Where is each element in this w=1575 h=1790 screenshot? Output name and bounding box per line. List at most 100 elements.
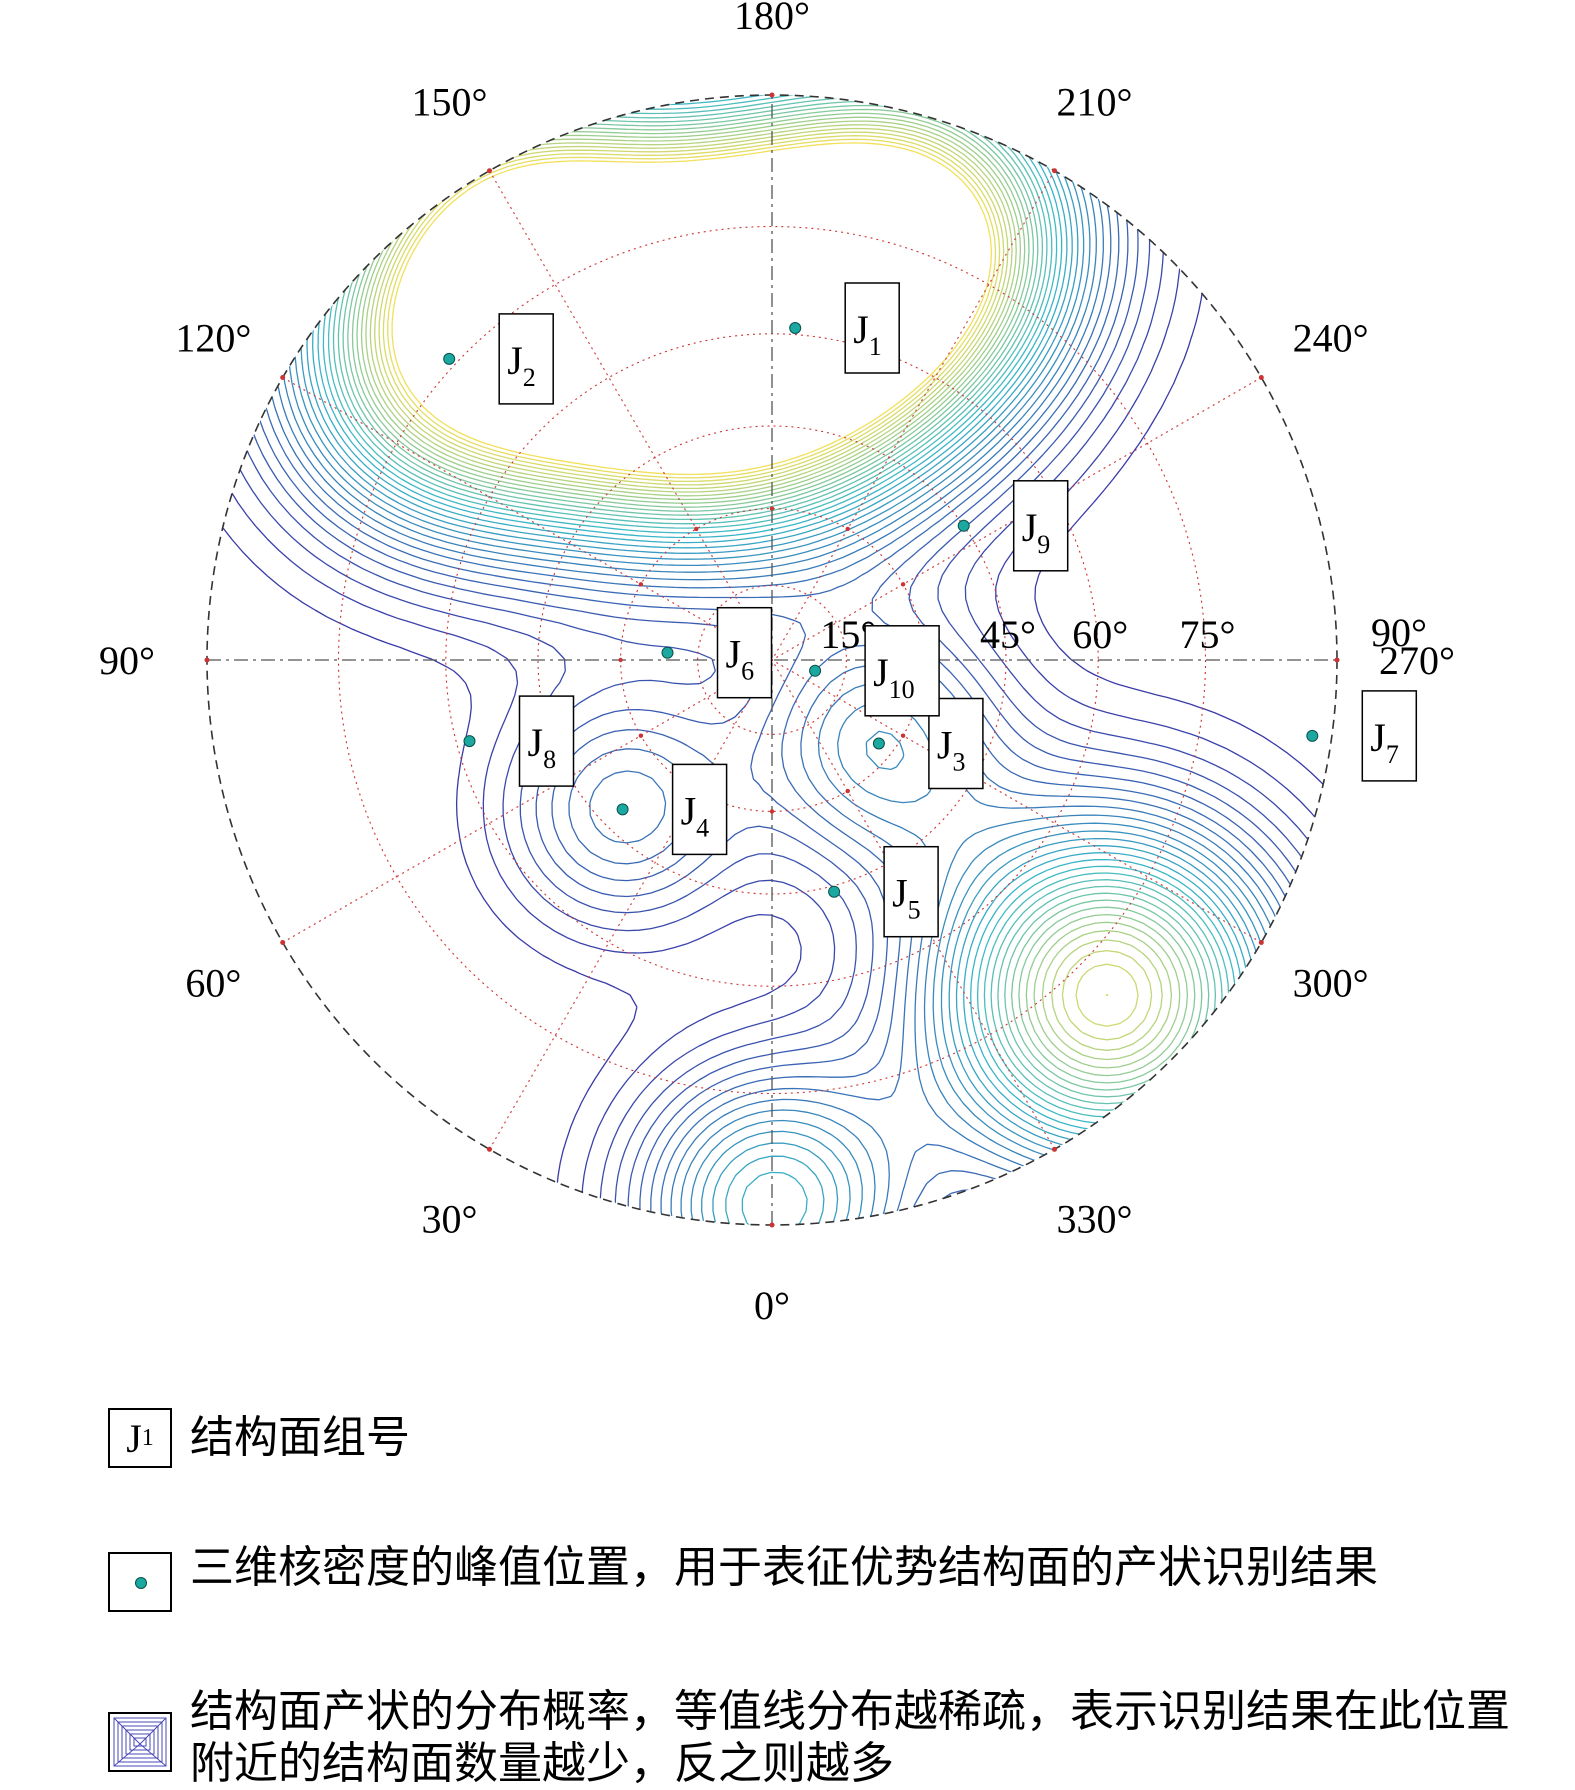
grid-dot <box>900 733 906 738</box>
legend-text-contour: 结构面产状的分布概率，等值线分布越稀疏，表示识别结果在此位置附近的结构面数量越少… <box>190 1686 1510 1789</box>
azimuth-label: 60° <box>185 961 241 1006</box>
contour-line <box>387 138 997 479</box>
joint-label-box <box>498 313 554 405</box>
grid-dot <box>1052 1146 1057 1152</box>
joint-label: J8 <box>528 720 557 774</box>
joint-label-box <box>1012 480 1069 572</box>
dip-circle <box>337 225 1207 1095</box>
grid-dot <box>487 168 492 174</box>
grid-dot <box>769 1222 775 1228</box>
stereonet-chart: 0° 30° 60° 90° 120° 150° 180° 210° 240° 270° 300° 3… <box>99 0 1455 1328</box>
contour-line <box>382 135 1109 997</box>
azimuth-label: 330° <box>1057 1197 1133 1242</box>
grid-dot <box>204 657 210 663</box>
joint-label: J4 <box>681 788 710 842</box>
azimuth-labels: 0° 30° 60° 90° 120° 150° 180° 210° 240° 270° 300° 3… <box>99 0 1455 1328</box>
joint-label: J1 <box>853 307 882 361</box>
contour-line <box>332 95 1223 1111</box>
peak-marker <box>443 352 456 365</box>
peak-marker <box>872 737 885 750</box>
grid-dot <box>1258 940 1264 945</box>
grid-dot <box>845 526 850 532</box>
azimuth-label: 240° <box>1293 316 1369 361</box>
grid-dot <box>845 788 850 794</box>
peak-marker <box>661 646 674 659</box>
joint-label: J7 <box>1370 715 1399 769</box>
peak-marker <box>828 885 841 898</box>
azimuth-label: 0° <box>754 1283 790 1328</box>
contour-line <box>237 95 1334 1225</box>
grid-dot <box>769 92 775 98</box>
contour-line <box>281 95 1286 1225</box>
azimuth-label: 270° <box>1379 638 1455 683</box>
azimuth-label: 150° <box>412 79 488 124</box>
contour-line <box>225 95 1337 1225</box>
joint-label-box <box>883 845 939 938</box>
grid-dot <box>618 657 623 663</box>
grid-dot <box>638 582 644 587</box>
dip-axis-end-label: 90° <box>1371 610 1427 655</box>
dip-label: 45° <box>980 612 1036 657</box>
peak-marker-icon <box>108 1552 172 1612</box>
contour-line <box>351 108 1196 1084</box>
grid-dot <box>1334 657 1340 663</box>
peak-marker <box>809 664 822 677</box>
joint-label-box <box>518 695 575 787</box>
contour-line <box>273 95 1294 1225</box>
joint-label: J9 <box>1022 505 1051 559</box>
joint-label-box <box>864 625 940 717</box>
peak-marker <box>957 519 970 532</box>
grid-dot <box>769 506 775 511</box>
joint-label-box <box>1361 690 1418 782</box>
joint-label-box <box>671 763 728 856</box>
grid-dot <box>638 733 644 738</box>
peak-marker <box>463 735 476 748</box>
dip-labels: 15° 45° 60° 75° <box>820 612 1235 657</box>
azimuth-label: 180° <box>734 0 810 38</box>
grid-dot <box>1258 375 1264 380</box>
contour-swatch-icon <box>108 1712 172 1772</box>
legend-text-peak: 三维核密度的峰值位置，用于表征优势结构面的产状识别结果 <box>190 1542 1378 1593</box>
grid-dot <box>280 940 286 945</box>
contour-line <box>306 95 1257 1225</box>
contour-line <box>207 95 1337 1225</box>
density-contours <box>207 95 1337 1225</box>
grid-dot <box>280 375 286 380</box>
contour-line <box>369 124 1163 1051</box>
contour-line <box>294 95 1271 1225</box>
contour-line <box>391 142 993 476</box>
azimuth-label: 210° <box>1057 79 1133 124</box>
grid-dot <box>900 582 906 587</box>
contour-line <box>360 116 1181 1069</box>
azimuth-label: 90° <box>99 638 155 683</box>
joint-label-box <box>716 606 773 699</box>
azimuth-label: 120° <box>175 316 251 361</box>
legend-item-contour: 结构面产状的分布概率，等值线分布越稀疏，表示识别结果在此位置附近的结构面数量越少… <box>108 1686 1550 1790</box>
grid-dot <box>769 809 775 814</box>
dip-label: 75° <box>1180 612 1236 657</box>
legend-item-peak: 三维核密度的峰值位置，用于表征优势结构面的产状识别结果 <box>108 1542 1480 1612</box>
legend-text-joint-id: 结构面组号 <box>190 1412 410 1463</box>
joint-label: J6 <box>726 632 755 686</box>
contour-line <box>322 95 1236 1125</box>
joint-label: J2 <box>507 338 536 392</box>
dip-circle <box>697 585 847 735</box>
legend-joint-sub: 1 <box>141 1424 154 1451</box>
peak-marker <box>789 322 802 334</box>
legend-joint-letter: J <box>126 1415 142 1461</box>
joint-label: J10 <box>873 650 915 704</box>
contour-line <box>207 95 1337 1225</box>
joint-set-markers: J1 J2 J3 J4 J5 J6 J7 J8 J9 J10 <box>443 282 1418 938</box>
grid-dot <box>694 526 699 532</box>
azimuth-label: 30° <box>422 1197 478 1242</box>
dip-label: 60° <box>1072 612 1128 657</box>
joint-label: J5 <box>892 871 921 925</box>
contour-line <box>266 95 1303 1225</box>
joint-label: J3 <box>937 723 966 777</box>
azimuth-label: 300° <box>1293 961 1369 1006</box>
joint-label-box <box>844 282 900 374</box>
peak-marker <box>616 803 629 816</box>
peak-marker <box>1306 729 1319 742</box>
